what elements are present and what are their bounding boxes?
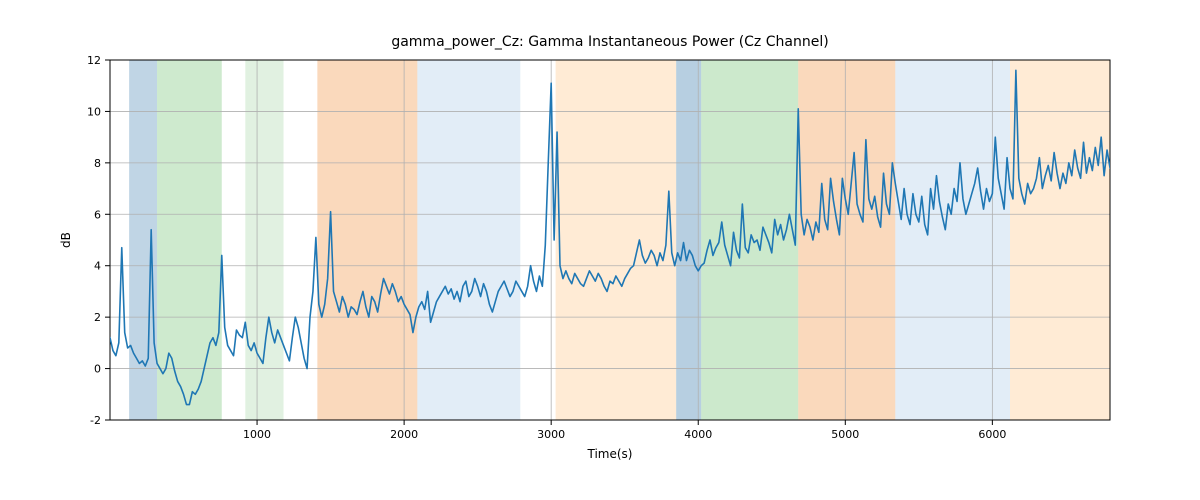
- chart-title: gamma_power_Cz: Gamma Instantaneous Powe…: [391, 34, 828, 50]
- chart-svg: gamma_power_Cz: Gamma Instantaneous Powe…: [0, 0, 1200, 500]
- y-tick-label: 0: [94, 363, 101, 376]
- x-tick-label: 2000: [390, 428, 418, 441]
- y-tick-label: 10: [87, 105, 101, 118]
- y-ticks: -2 0 2 4 6 8 10 12: [87, 54, 110, 427]
- x-tick-label: 1000: [243, 428, 271, 441]
- y-tick-label: 12: [87, 54, 101, 67]
- x-tick-label: 4000: [684, 428, 712, 441]
- y-tick-label: 8: [94, 157, 101, 170]
- y-tick-label: 6: [94, 208, 101, 221]
- x-axis-label: Time(s): [587, 447, 633, 461]
- x-tick-label: 3000: [537, 428, 565, 441]
- x-ticks: 1000 2000 3000 4000 5000 6000: [243, 420, 1006, 441]
- y-tick-label: 4: [94, 260, 101, 273]
- background-bands: [129, 60, 1110, 420]
- chart-container: gamma_power_Cz: Gamma Instantaneous Powe…: [0, 0, 1200, 500]
- x-tick-label: 5000: [831, 428, 859, 441]
- x-tick-label: 6000: [978, 428, 1006, 441]
- y-tick-label: -2: [90, 414, 101, 427]
- y-tick-label: 2: [94, 311, 101, 324]
- y-axis-label: dB: [59, 232, 73, 248]
